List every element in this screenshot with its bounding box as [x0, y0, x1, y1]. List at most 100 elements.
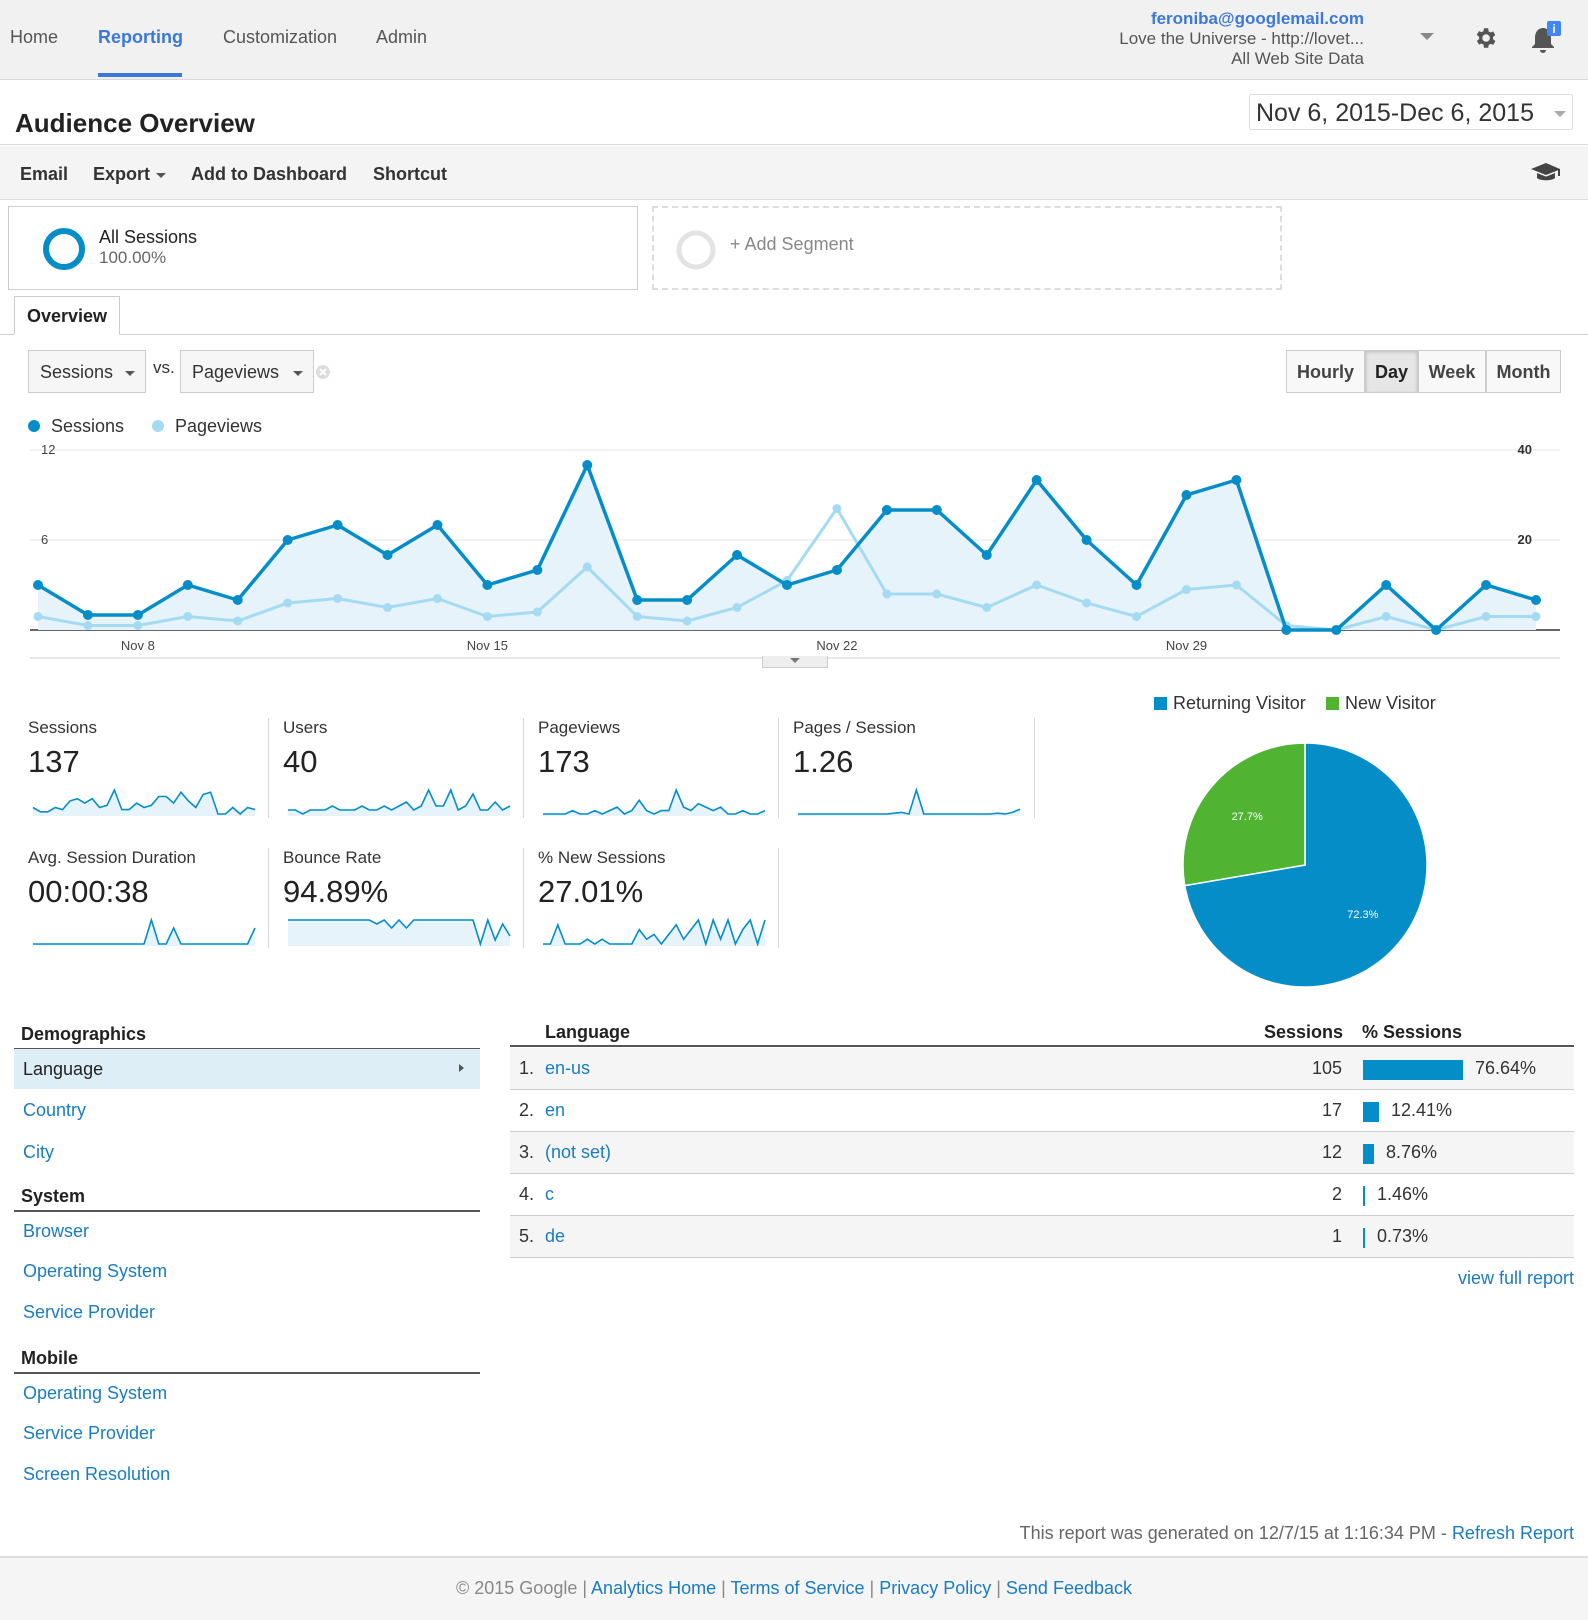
segment-all-sessions[interactable]: All Sessions 100.00% — [8, 206, 638, 290]
email-button[interactable]: Email — [20, 164, 69, 184]
sessions-data-point[interactable] — [981, 550, 992, 560]
table-header-percent-sessions[interactable]: % Sessions — [1362, 1022, 1463, 1042]
sessions-data-point[interactable] — [881, 505, 892, 515]
sessions-data-point[interactable] — [1531, 595, 1541, 605]
pageviews-data-point[interactable] — [1082, 598, 1092, 608]
pageviews-data-point[interactable] — [83, 621, 93, 630]
pageviews-data-point[interactable] — [383, 603, 393, 612]
pie-slice-new-visitor[interactable] — [1182, 742, 1306, 887]
graduation-cap-icon[interactable] — [1530, 161, 1562, 183]
add-segment-button[interactable]: + Add Segment — [652, 206, 1282, 290]
legend-sessions-label[interactable]: Sessions — [51, 416, 125, 436]
tab-overview[interactable]: Overview — [14, 296, 120, 335]
sessions-data-point[interactable] — [632, 595, 643, 605]
sessions-data-point[interactable] — [1181, 490, 1192, 500]
legend-returning-visitor-label[interactable]: Returning Visitor — [1173, 693, 1306, 713]
pageviews-data-point[interactable] — [283, 598, 293, 608]
demographics-nav-item[interactable]: Operating System — [14, 1251, 480, 1291]
demographics-nav-item[interactable]: Browser — [14, 1211, 480, 1251]
sessions-data-point[interactable] — [931, 505, 942, 515]
account-selector[interactable]: feroniba@googlemail.com Love the Univers… — [1119, 9, 1364, 69]
pageviews-data-point[interactable] — [1181, 585, 1191, 594]
sessions-data-point[interactable] — [282, 535, 293, 545]
comparison-metric-select[interactable]: Pageviews — [180, 350, 314, 393]
row-language-link[interactable]: de — [545, 1226, 566, 1246]
sessions-data-point[interactable] — [482, 580, 493, 590]
row-language-link[interactable]: en — [545, 1100, 566, 1120]
sessions-data-point[interactable] — [1331, 625, 1342, 635]
granularity-month-button[interactable]: Month — [1486, 350, 1561, 393]
chart-collapse-handle[interactable] — [762, 656, 828, 668]
demographics-nav-item[interactable]: Country — [14, 1090, 480, 1130]
notification-bell-icon[interactable]: i — [1528, 20, 1562, 54]
sessions-data-point[interactable] — [1081, 535, 1092, 545]
pageviews-data-point[interactable] — [882, 589, 892, 599]
sessions-data-point[interactable] — [182, 580, 193, 590]
pageviews-data-point[interactable] — [832, 504, 842, 513]
pageviews-data-point[interactable] — [982, 603, 992, 612]
metric-tile[interactable]: Avg. Session Duration 00:00:38 — [28, 848, 268, 948]
metric-tile[interactable]: % New Sessions 27.01% — [538, 848, 778, 948]
pageviews-data-point[interactable] — [1481, 612, 1491, 621]
sessions-data-point[interactable] — [1481, 580, 1492, 590]
shortcut-button[interactable]: Shortcut — [373, 164, 447, 184]
granularity-day-button[interactable]: Day — [1365, 350, 1418, 393]
row-language-link[interactable]: en-us — [545, 1058, 591, 1078]
pageviews-data-point[interactable] — [732, 603, 742, 612]
sessions-data-point[interactable] — [332, 520, 343, 530]
gear-icon[interactable] — [1472, 25, 1498, 51]
demographics-nav-item[interactable]: Service Provider — [14, 1292, 480, 1332]
pageviews-data-point[interactable] — [682, 616, 692, 626]
sessions-data-point[interactable] — [82, 610, 93, 620]
table-header-sessions[interactable]: Sessions — [1264, 1022, 1344, 1042]
pageviews-data-point[interactable] — [482, 612, 492, 621]
metric-tile[interactable]: Pageviews 173 — [538, 718, 778, 818]
pageviews-data-point[interactable] — [582, 562, 592, 572]
pageviews-data-point[interactable] — [133, 621, 143, 630]
nav-reporting[interactable]: Reporting — [98, 27, 183, 47]
sessions-data-point[interactable] — [232, 595, 243, 605]
metric-tile[interactable]: Sessions 137 — [28, 718, 268, 818]
granularity-hourly-button[interactable]: Hourly — [1286, 350, 1365, 393]
sessions-data-point[interactable] — [1031, 475, 1042, 485]
metric-tile[interactable]: Users 40 — [283, 718, 523, 818]
sessions-data-point[interactable] — [1281, 625, 1292, 635]
pageviews-data-point[interactable] — [532, 607, 542, 617]
nav-admin[interactable]: Admin — [376, 27, 428, 47]
sessions-data-point[interactable] — [782, 580, 792, 590]
date-range-picker[interactable]: Nov 6, 2015-Dec 6, 2015 — [1249, 94, 1573, 130]
sessions-data-point[interactable] — [33, 580, 43, 590]
pageviews-data-point[interactable] — [33, 612, 43, 621]
pageviews-data-point[interactable] — [1381, 612, 1391, 621]
sessions-data-point[interactable] — [682, 595, 693, 605]
pageviews-data-point[interactable] — [1132, 612, 1142, 621]
pageviews-data-point[interactable] — [233, 616, 243, 626]
sessions-data-point[interactable] — [732, 550, 743, 560]
nav-customization[interactable]: Customization — [223, 27, 338, 47]
demographics-nav-item[interactable]: Language — [14, 1049, 480, 1089]
demographics-nav-item[interactable]: Operating System — [14, 1373, 480, 1413]
sessions-data-point[interactable] — [1231, 475, 1242, 485]
sessions-data-point[interactable] — [382, 550, 393, 560]
sessions-data-point[interactable] — [432, 520, 443, 530]
metric-tile[interactable]: Bounce Rate 94.89% — [283, 848, 523, 948]
pie-slice-returning-visitor[interactable] — [1183, 742, 1428, 988]
footer-privacy-policy-link[interactable]: Privacy Policy — [879, 1578, 992, 1598]
sessions-data-point[interactable] — [1381, 580, 1392, 590]
row-language-link[interactable]: c — [545, 1184, 554, 1204]
footer-send-feedback-link[interactable]: Send Feedback — [1005, 1578, 1132, 1598]
pageviews-data-point[interactable] — [1231, 580, 1241, 590]
footer-terms-of-service-link[interactable]: Terms of Service — [730, 1578, 865, 1598]
sessions-data-point[interactable] — [1431, 625, 1442, 635]
sessions-data-point[interactable] — [831, 565, 842, 575]
sessions-data-point[interactable] — [132, 610, 143, 620]
pageviews-data-point[interactable] — [183, 612, 193, 621]
remove-comparison-icon[interactable] — [315, 364, 331, 380]
legend-new-visitor-label[interactable]: New Visitor — [1345, 693, 1436, 713]
demographics-nav-item[interactable]: Service Provider — [14, 1413, 480, 1453]
pageviews-data-point[interactable] — [432, 594, 442, 603]
footer-analytics-home-link[interactable]: Analytics Home — [591, 1578, 717, 1598]
metric-tile[interactable]: Pages / Session 1.26 — [793, 718, 1033, 818]
pageviews-data-point[interactable] — [1531, 612, 1541, 621]
demographics-nav-item[interactable]: Screen Resolution — [14, 1454, 480, 1494]
